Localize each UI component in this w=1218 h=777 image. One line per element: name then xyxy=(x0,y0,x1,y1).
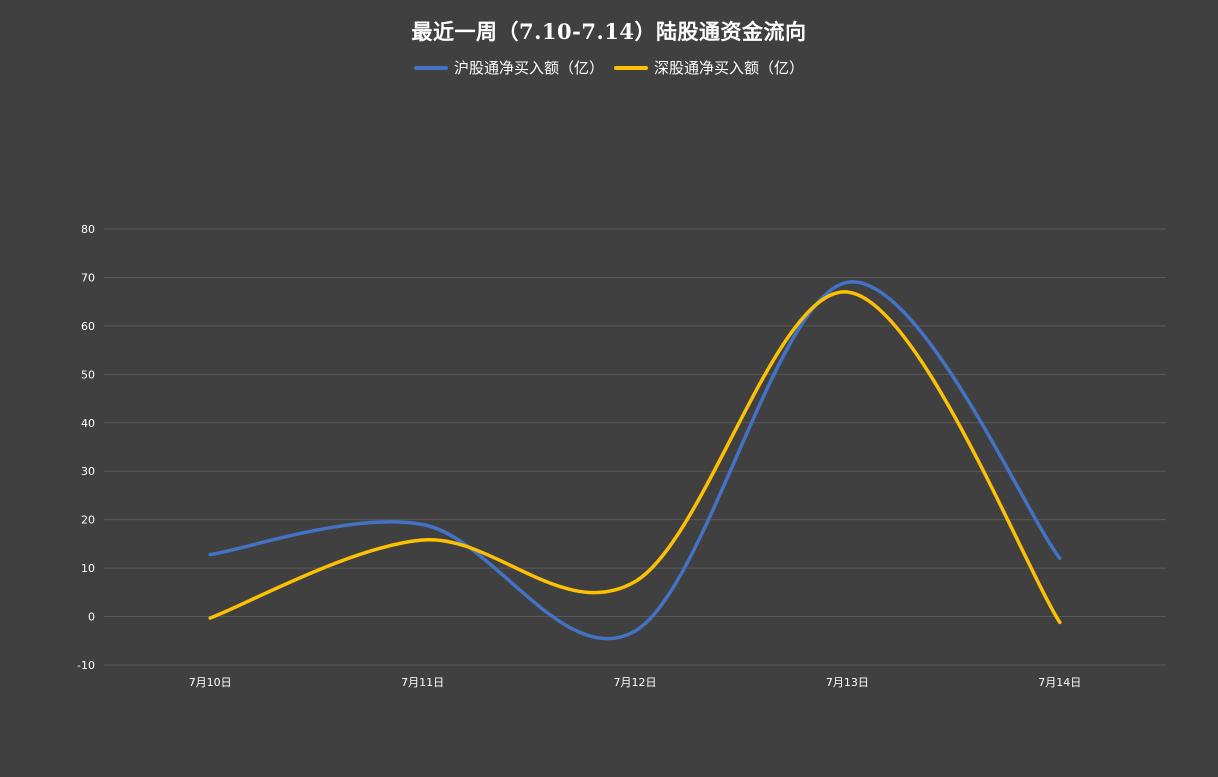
x-tick-label: 7月11日 xyxy=(401,676,444,689)
data-point-sz-3[interactable] xyxy=(843,288,851,296)
y-tick-label: 70 xyxy=(81,271,95,284)
data-point-sz-2[interactable] xyxy=(631,578,639,586)
y-tick-label: 50 xyxy=(81,368,95,381)
chart-title: 最近一周（7.10-7.14）陆股通资金流向 xyxy=(411,19,807,44)
legend-item-sz[interactable]: 深股通净买入额（亿） xyxy=(614,57,804,78)
x-tick-label: 7月14日 xyxy=(1038,676,1081,689)
data-point-sz-1[interactable] xyxy=(419,536,427,544)
legend-label-sh: 沪股通净买入额（亿） xyxy=(453,59,604,77)
legend-swatch-sz xyxy=(614,65,648,70)
data-point-sh-2[interactable] xyxy=(631,627,639,635)
y-tick-label: 10 xyxy=(81,562,95,575)
y-tick-label: 80 xyxy=(81,223,95,236)
x-tick-label: 7月13日 xyxy=(826,676,869,689)
series-layer xyxy=(206,278,1064,641)
y-tick-label: 30 xyxy=(81,465,95,478)
y-axis-tick-labels: -10 0 10 20 30 40 50 60 70 80 xyxy=(77,223,95,672)
data-point-sh-3[interactable] xyxy=(843,278,851,286)
data-point-sh-1[interactable] xyxy=(419,521,427,529)
legend-swatch-sh xyxy=(413,65,448,70)
legend: 沪股通净买入额（亿） 深股通净买入额（亿） xyxy=(0,57,1218,78)
y-tick-label: 0 xyxy=(88,611,95,624)
y-tick-label: 60 xyxy=(81,320,95,333)
series-line-sh[interactable] xyxy=(208,280,1062,641)
y-tick-label: 20 xyxy=(81,514,95,527)
data-point-sh-4[interactable] xyxy=(1056,554,1064,562)
x-tick-label: 7月12日 xyxy=(614,676,657,689)
data-point-sz-0[interactable] xyxy=(206,614,214,622)
x-axis-tick-labels: 7月10日 7月11日 7月12日 7月13日 7月14日 xyxy=(189,676,1082,689)
legend-label-sz: 深股通净买入额（亿） xyxy=(654,59,805,77)
series-line-sz[interactable] xyxy=(208,290,1062,625)
y-tick-label: -10 xyxy=(77,659,95,672)
grid-layer xyxy=(104,228,1166,666)
legend-item-sh[interactable]: 沪股通净买入额（亿） xyxy=(413,57,604,78)
data-point-sz-4[interactable] xyxy=(1056,618,1064,626)
y-tick-label: 40 xyxy=(81,417,95,430)
data-point-sh-0[interactable] xyxy=(206,551,214,559)
x-tick-label: 7月10日 xyxy=(189,676,232,689)
